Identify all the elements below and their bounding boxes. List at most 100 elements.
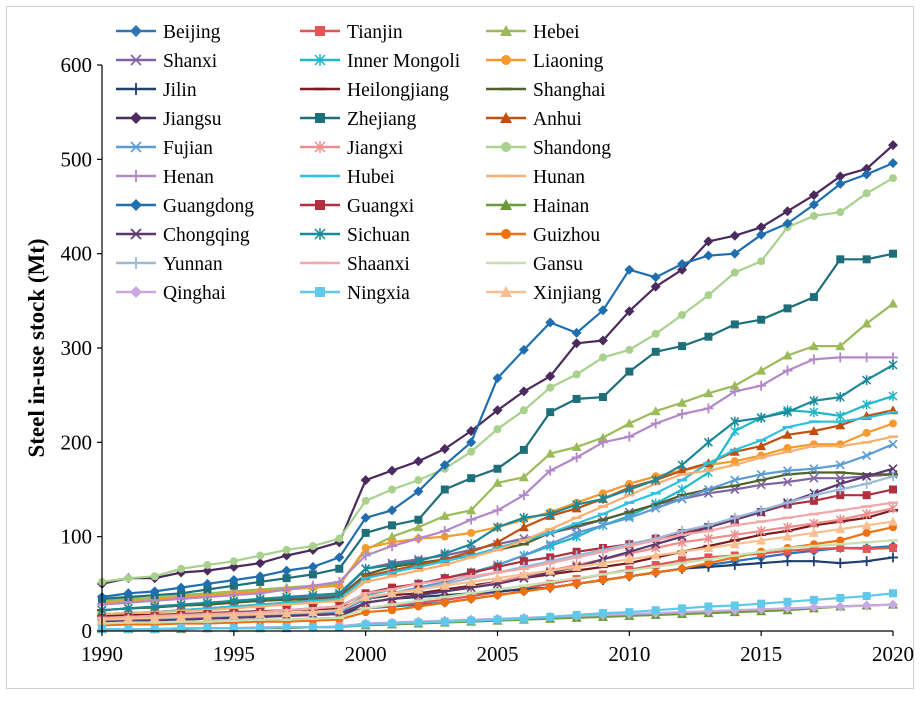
data-point — [756, 222, 767, 233]
data-point — [308, 623, 317, 632]
legend-marker — [500, 112, 512, 123]
data-point — [808, 354, 819, 365]
legend-marker — [130, 25, 142, 37]
data-point — [836, 536, 845, 545]
data-point — [782, 531, 793, 541]
data-point — [624, 418, 635, 428]
data-point — [545, 371, 556, 382]
data-point — [756, 505, 767, 516]
data-point — [730, 426, 740, 437]
data-point — [862, 471, 872, 481]
legend-label: Liaoning — [533, 51, 604, 72]
data-point — [361, 496, 370, 505]
data-point — [545, 317, 556, 328]
legend-marker — [130, 199, 142, 211]
legend-label: Xinjiang — [533, 283, 601, 304]
data-point — [756, 441, 767, 451]
data-point — [202, 578, 213, 589]
legend-entry: Shanghai — [486, 80, 606, 101]
legend-label: Inner Mongoli — [347, 51, 461, 72]
data-point — [388, 619, 397, 628]
data-point — [835, 392, 845, 403]
data-point — [440, 485, 449, 494]
data-point — [703, 437, 713, 448]
legend-marker — [130, 228, 142, 240]
data-point — [835, 352, 846, 363]
data-point — [729, 230, 740, 241]
data-point — [888, 516, 898, 526]
data-point — [651, 475, 661, 486]
data-point — [756, 412, 766, 423]
data-point — [203, 624, 212, 633]
legend-marker — [501, 142, 511, 152]
data-point — [625, 608, 634, 617]
data-point — [545, 539, 555, 549]
data-point — [413, 456, 424, 467]
data-point — [361, 543, 370, 552]
legend-entry: Hubei — [300, 167, 395, 188]
data-point — [835, 558, 846, 569]
data-point — [730, 268, 739, 277]
data-point — [307, 607, 318, 617]
data-point — [757, 599, 766, 608]
legend-entry: Qinghai — [116, 283, 226, 304]
legend-marker — [501, 55, 511, 65]
data-point — [597, 544, 608, 555]
data-point — [835, 410, 845, 421]
data-point — [282, 623, 291, 632]
data-point — [650, 550, 661, 560]
data-point — [704, 332, 713, 341]
legend-entry: Chongqing — [116, 225, 250, 246]
legend-label: Qinghai — [163, 283, 226, 304]
data-point — [414, 515, 423, 524]
data-point — [360, 550, 371, 561]
data-point — [835, 460, 845, 470]
data-point — [729, 380, 740, 390]
data-point — [889, 174, 897, 183]
data-point — [571, 338, 582, 349]
data-point — [703, 542, 714, 552]
legend-label: Chongqing — [163, 225, 250, 246]
data-point — [308, 590, 318, 601]
data-point — [545, 565, 556, 575]
data-point — [624, 264, 635, 275]
data-point — [466, 546, 477, 556]
legend-label: Henan — [163, 167, 214, 188]
legend-entry: Heilongjiang — [300, 80, 449, 101]
data-point — [492, 477, 503, 487]
data-point — [782, 477, 793, 487]
data-point — [467, 616, 476, 625]
data-point — [677, 259, 688, 270]
data-point — [202, 597, 212, 608]
chart-frame — [6, 6, 914, 689]
legend-label: Jiangsu — [163, 109, 222, 130]
data-point — [783, 597, 792, 606]
legend-entry: Beijing — [116, 22, 221, 43]
data-point — [730, 601, 739, 610]
legend-label: Guangxi — [347, 196, 415, 217]
legend-marker — [130, 257, 142, 269]
data-point — [704, 291, 713, 300]
data-point — [782, 497, 793, 508]
data-point — [176, 582, 187, 593]
data-point — [782, 466, 793, 476]
legend-label: Anhui — [533, 109, 582, 130]
x-tick-label: 1990 — [81, 642, 123, 666]
data-point — [360, 475, 371, 486]
legend-marker — [130, 83, 142, 95]
data-point — [730, 457, 739, 466]
legend-marker — [500, 286, 512, 297]
data-point — [678, 556, 687, 565]
series-ningxia — [98, 589, 897, 634]
data-point — [783, 443, 792, 452]
legend: Beijing Tianjin Hebei Shanxi Inner Mongoli Li… — [116, 22, 611, 304]
data-point — [704, 553, 713, 562]
data-point — [888, 599, 898, 610]
data-point — [150, 601, 160, 612]
data-point — [888, 140, 898, 151]
data-point — [466, 437, 477, 448]
series-shandong — [98, 174, 897, 586]
data-point — [307, 580, 318, 591]
data-point — [598, 353, 607, 362]
data-point — [835, 514, 845, 525]
